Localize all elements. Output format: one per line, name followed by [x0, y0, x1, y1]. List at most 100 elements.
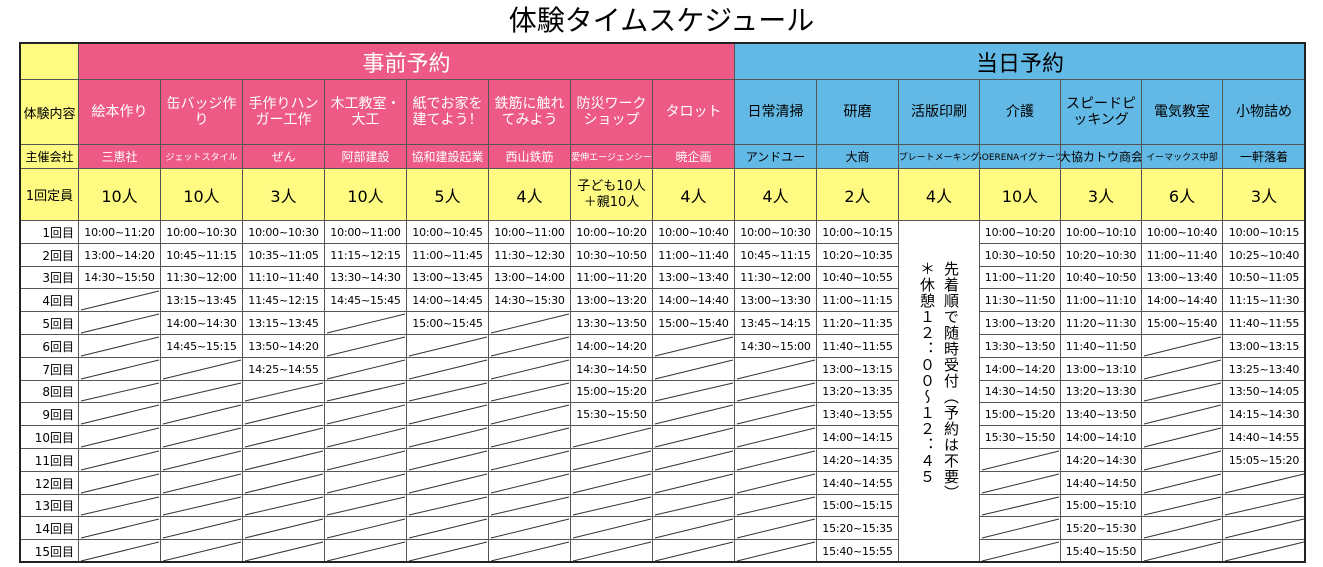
empty-slot — [79, 335, 161, 358]
empty-slot — [571, 449, 653, 472]
time-slot: 15:00~15:20 — [980, 403, 1061, 426]
empty-slot — [79, 540, 161, 561]
round-label: 2回目 — [21, 244, 79, 267]
diagonal-strike — [408, 450, 488, 471]
diagonal-strike — [1143, 427, 1222, 448]
diagonal-strike — [736, 450, 816, 471]
host-company: 愛伸エージェンシー — [571, 145, 653, 169]
diagonal-strike — [244, 473, 324, 494]
diagonal-strike — [572, 450, 652, 471]
diagonal-strike — [654, 404, 734, 425]
round-label: 10回目 — [21, 426, 79, 449]
diagonal-strike — [244, 382, 324, 402]
time-slot: 13:15~13:45 — [243, 312, 325, 335]
empty-slot — [735, 381, 817, 403]
empty-slot — [325, 540, 407, 561]
time-slot: 11:00~11:15 — [817, 289, 899, 312]
empty-slot — [653, 449, 735, 472]
host-company: 三恵社 — [79, 145, 161, 169]
empty-slot — [79, 495, 161, 517]
diagonal-strike — [736, 541, 816, 561]
diagonal-strike — [326, 313, 406, 334]
diagonal-strike — [408, 541, 488, 561]
empty-slot — [653, 403, 735, 426]
empty-slot — [1142, 381, 1223, 403]
empty-slot — [79, 381, 161, 403]
diagonal-strike — [80, 313, 160, 334]
time-slot: 13:00~14:00 — [489, 267, 571, 289]
host-company: イーマックス中部 — [1142, 145, 1223, 169]
diagonal-strike — [1143, 496, 1222, 516]
diagonal-strike — [736, 404, 816, 425]
diagonal-strike — [981, 518, 1060, 539]
time-slot: 11:10~11:40 — [243, 267, 325, 289]
empty-slot — [79, 403, 161, 426]
time-slot: 15:20~15:35 — [817, 517, 899, 540]
activity-name: 木工教室・大工 — [325, 80, 407, 145]
activity-name: 小物詰め — [1223, 80, 1304, 145]
empty-slot — [243, 403, 325, 426]
time-slot: 10:00~10:15 — [817, 221, 899, 244]
empty-slot — [1142, 403, 1223, 426]
time-slot: 14:45~15:15 — [161, 335, 243, 358]
empty-slot — [79, 358, 161, 381]
diagonal-strike — [80, 518, 160, 539]
empty-slot — [571, 426, 653, 449]
capacity-label: 1回定員 — [21, 169, 79, 221]
time-slot: 13:00~14:20 — [79, 244, 161, 267]
time-slot: 14:00~14:40 — [653, 289, 735, 312]
empty-slot — [79, 449, 161, 472]
time-slot: 10:45~11:15 — [735, 244, 817, 267]
empty-slot — [325, 358, 407, 381]
empty-slot — [243, 540, 325, 561]
activity-name: 絵本作り — [79, 80, 161, 145]
empty-slot — [980, 517, 1061, 540]
time-slot: 14:00~14:30 — [161, 312, 243, 335]
activity-name: 日常清掃 — [735, 80, 817, 145]
empty-slot — [325, 449, 407, 472]
time-slot: 13:00~13:20 — [980, 312, 1061, 335]
time-slot: 13:00~13:10 — [1061, 358, 1142, 381]
diagonal-strike — [654, 450, 734, 471]
empty-slot — [1142, 335, 1223, 358]
diagonal-strike — [80, 427, 160, 448]
round-label: 6回目 — [21, 335, 79, 358]
empty-slot — [653, 335, 735, 358]
empty-slot — [653, 517, 735, 540]
activity-name: スピードピッキング — [1061, 80, 1142, 145]
diagonal-strike — [162, 427, 242, 448]
capacity-value: 4人 — [899, 169, 980, 221]
empty-slot — [489, 358, 571, 381]
time-slot: 10:35~11:05 — [243, 244, 325, 267]
diagonal-strike — [654, 336, 734, 357]
diagonal-strike — [654, 359, 734, 380]
time-slot: 11:30~12:00 — [735, 267, 817, 289]
time-slot: 11:00~11:40 — [1142, 244, 1223, 267]
capacity-value: 3人 — [243, 169, 325, 221]
time-slot: 13:00~13:40 — [1142, 267, 1223, 289]
time-slot: 13:00~13:40 — [653, 267, 735, 289]
time-slot: 14:00~14:40 — [1142, 289, 1223, 312]
diagonal-strike — [490, 541, 570, 561]
diagonal-strike — [490, 336, 570, 357]
empty-slot — [489, 403, 571, 426]
time-slot: 15:00~15:45 — [407, 312, 489, 335]
time-slot: 15:00~15:40 — [1142, 312, 1223, 335]
empty-slot — [489, 426, 571, 449]
time-slot: 10:00~10:20 — [980, 221, 1061, 244]
time-slot: 10:00~11:00 — [325, 221, 407, 244]
diagonal-strike — [326, 496, 406, 516]
activity-label: 体験内容 — [21, 80, 79, 145]
diagonal-strike — [572, 427, 652, 448]
capacity-value: 4人 — [735, 169, 817, 221]
diagonal-strike — [1143, 518, 1222, 539]
time-slot: 10:40~10:55 — [817, 267, 899, 289]
diagonal-strike — [326, 404, 406, 425]
round-label: 11回目 — [21, 449, 79, 472]
walk-in-note: 先着順で随時受付（予約は不要） ＊休憩１２：００～１２：４５ — [899, 221, 980, 561]
empty-slot — [653, 495, 735, 517]
time-slot: 10:25~10:40 — [1223, 244, 1304, 267]
time-slot: 13:40~13:55 — [817, 403, 899, 426]
diagonal-strike — [408, 473, 488, 494]
empty-slot — [407, 472, 489, 495]
